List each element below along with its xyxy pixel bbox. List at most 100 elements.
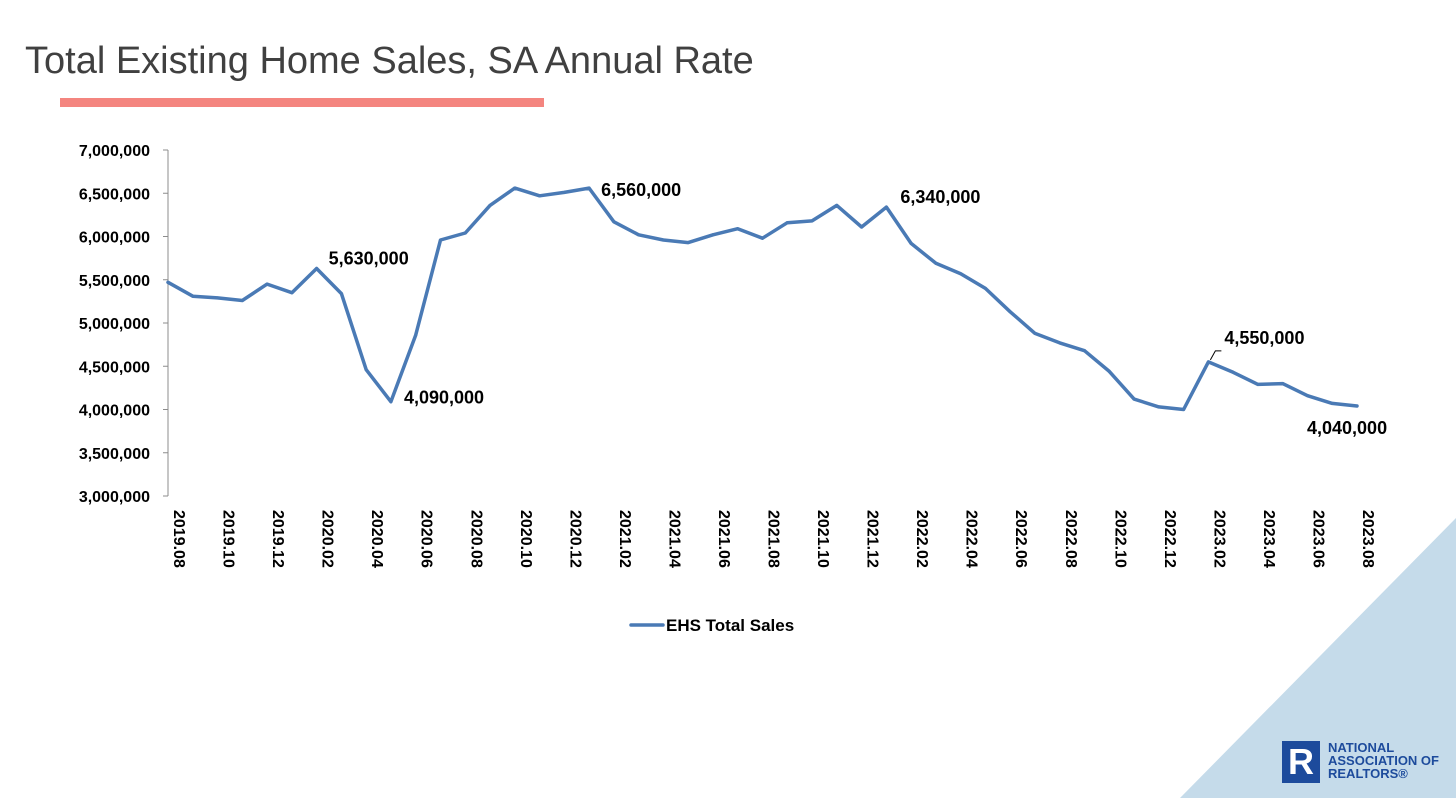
data-point <box>587 186 591 190</box>
data-point <box>562 190 566 194</box>
data-point <box>711 233 715 237</box>
y-tick-label: 3,500,000 <box>79 446 150 463</box>
x-tick-label: 2020.12 <box>566 510 583 568</box>
logo-line-2: ASSOCIATION OF <box>1328 753 1439 768</box>
data-point <box>1008 310 1012 314</box>
y-tick-label: 4,000,000 <box>79 403 150 420</box>
data-point <box>389 400 393 404</box>
x-tick-label: 2023.02 <box>1210 510 1227 568</box>
x-tick-label: 2021.08 <box>765 510 782 568</box>
x-tick-label: 2019.08 <box>170 510 187 568</box>
data-point <box>216 296 220 300</box>
data-point <box>1281 382 1285 386</box>
annotation-leader-line <box>1209 350 1222 361</box>
data-point <box>488 203 492 207</box>
nar-logo: R NATIONAL ASSOCIATION OF REALTORS® <box>1282 741 1439 783</box>
y-tick-label: 5,000,000 <box>79 316 150 333</box>
data-point <box>1107 369 1111 373</box>
x-tick-label: 2021.06 <box>715 510 732 568</box>
data-point <box>810 219 814 223</box>
logo-text: NATIONAL ASSOCIATION OF REALTORS® <box>1328 741 1439 780</box>
data-point <box>909 241 913 245</box>
data-label: 4,090,000 <box>404 388 484 408</box>
y-tick-label: 5,500,000 <box>79 273 150 290</box>
data-point <box>265 282 269 286</box>
realtor-r-logo-icon: R <box>1282 741 1320 783</box>
data-point <box>884 205 888 209</box>
x-tick-label: 2023.08 <box>1359 510 1376 568</box>
x-tick-label: 2019.10 <box>220 510 237 568</box>
x-tick-label: 2022.04 <box>963 510 980 568</box>
title-underline <box>60 98 544 107</box>
x-tick-label: 2023.04 <box>1260 510 1277 568</box>
data-point <box>1330 401 1334 405</box>
x-tick-label: 2022.06 <box>1012 510 1029 568</box>
data-point <box>438 238 442 242</box>
y-tick-label: 3,000,000 <box>79 489 150 506</box>
data-label: 6,560,000 <box>601 180 681 200</box>
data-point <box>290 291 294 295</box>
data-point <box>414 333 418 337</box>
data-point <box>686 241 690 245</box>
data-point <box>1305 394 1309 398</box>
y-tick-label: 6,500,000 <box>79 186 150 203</box>
x-tick-label: 2020.02 <box>319 510 336 568</box>
data-point <box>1256 382 1260 386</box>
logo-line-1: NATIONAL <box>1328 740 1395 755</box>
data-point <box>339 292 343 296</box>
x-tick-label: 2021.10 <box>814 510 831 568</box>
x-tick-label: 2022.10 <box>1111 510 1128 568</box>
data-point <box>513 186 517 190</box>
x-tick-label: 2021.04 <box>665 510 682 568</box>
data-point <box>1231 370 1235 374</box>
data-label: 4,550,000 <box>1224 328 1304 348</box>
data-point <box>364 368 368 372</box>
data-point <box>661 238 665 242</box>
x-tick-label: 2019.12 <box>269 510 286 568</box>
data-point <box>785 221 789 225</box>
series-line-ehs-total-sales <box>166 186 1359 412</box>
data-point <box>983 286 987 290</box>
data-point <box>860 225 864 229</box>
logo-line-3: REALTORS® <box>1328 766 1408 781</box>
x-tick-label: 2021.02 <box>616 510 633 568</box>
y-tick-label: 6,000,000 <box>79 230 150 247</box>
y-tick-label: 7,000,000 <box>79 143 150 160</box>
data-point <box>612 220 616 224</box>
data-point <box>1033 331 1037 335</box>
data-point <box>166 280 170 284</box>
data-point <box>1132 397 1136 401</box>
data-point <box>959 272 963 276</box>
data-point <box>1355 404 1359 408</box>
data-point <box>1083 349 1087 353</box>
data-label: 5,630,000 <box>329 249 409 269</box>
data-point <box>761 236 764 240</box>
slide-title: Total Existing Home Sales, SA Annual Rat… <box>25 40 754 82</box>
x-tick-label: 2020.10 <box>517 510 534 568</box>
data-point <box>315 267 319 271</box>
x-tick-label: 2022.08 <box>1062 510 1079 568</box>
x-tick-label: 2022.02 <box>913 510 930 568</box>
x-tick-label: 2020.06 <box>418 510 435 568</box>
legend-label: EHS Total Sales <box>666 616 794 635</box>
data-point <box>1157 405 1161 409</box>
data-point <box>463 231 467 235</box>
data-point <box>934 261 938 265</box>
x-tick-label: 2023.06 <box>1309 510 1326 568</box>
data-point <box>637 233 641 237</box>
x-tick-label: 2020.04 <box>368 510 385 568</box>
data-point <box>835 203 839 207</box>
x-tick-label: 2020.08 <box>467 510 484 568</box>
data-point <box>1206 360 1210 364</box>
x-tick-label: 2022.12 <box>1161 510 1178 568</box>
data-point <box>191 294 195 298</box>
data-point <box>538 194 542 198</box>
data-label: 6,340,000 <box>900 187 980 207</box>
data-point <box>1182 408 1186 411</box>
data-point <box>1058 341 1062 345</box>
data-point <box>736 227 740 231</box>
x-tick-label: 2021.12 <box>864 510 881 568</box>
y-tick-label: 4,500,000 <box>79 359 150 376</box>
